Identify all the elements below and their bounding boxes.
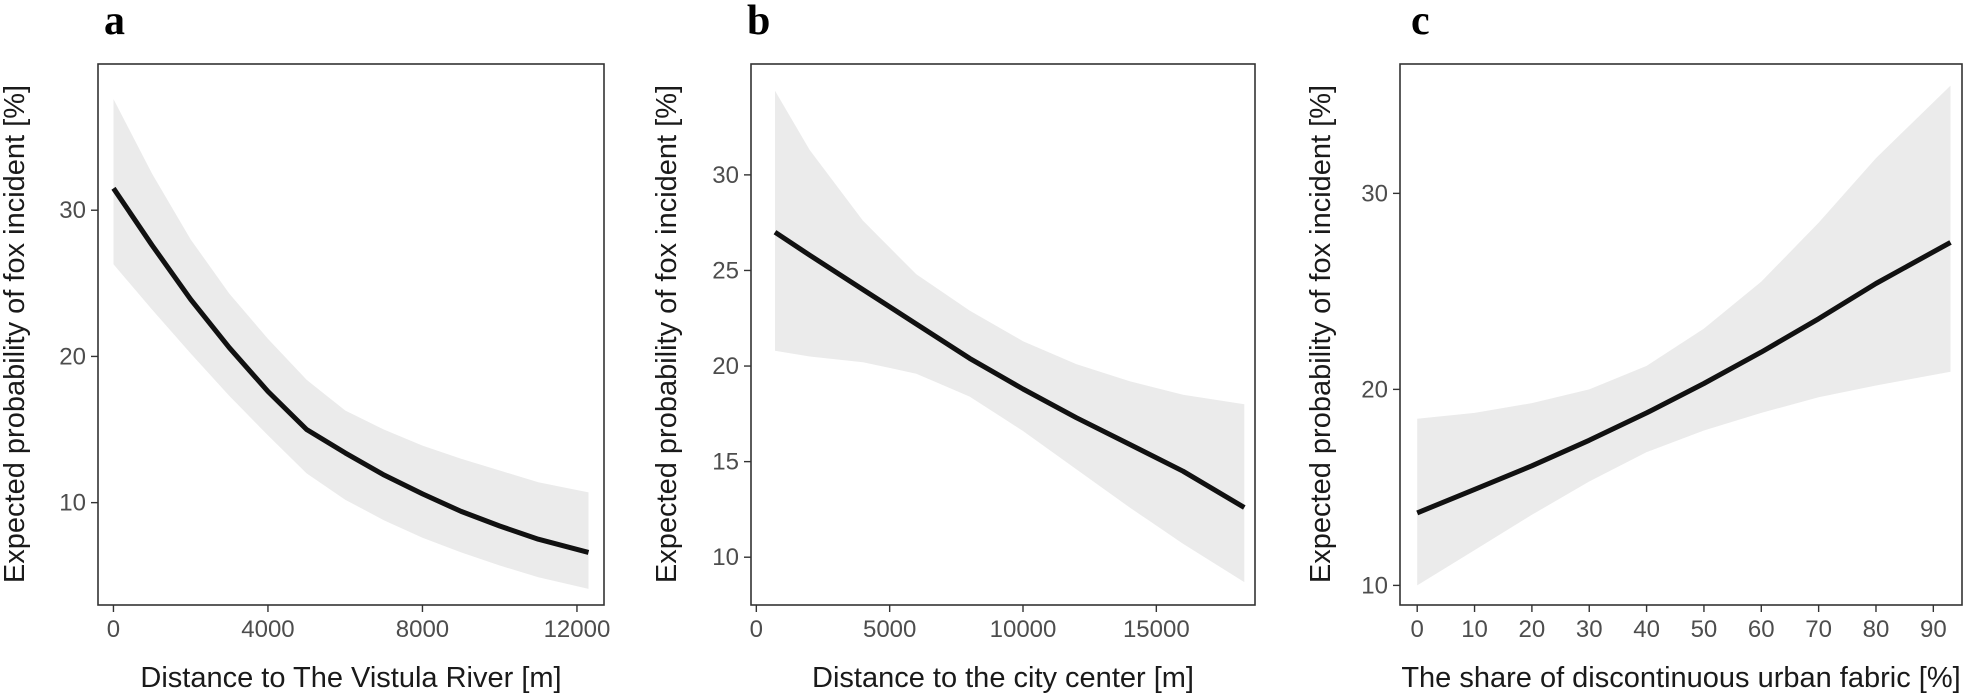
- panel-c-x-tick-label: 70: [1805, 616, 1832, 643]
- panel-b: b 0 5000 10000 15000 10 15 20 25 30 Distance to …: [651, 0, 1256, 694]
- panel-b-plot: [773, 90, 1246, 583]
- panel-b-x-axis-title: Distance to the city center [m]: [812, 662, 1194, 694]
- panel-a-plot: [111, 99, 590, 589]
- panel-a: a 0 4000 8000 12000 10 20 30 Distance to The V…: [0, 0, 610, 694]
- panel-a-x-axis-title: Distance to The Vistula River [m]: [140, 662, 561, 694]
- panel-c-confidence-band: [1417, 85, 1951, 586]
- panel-c-x-tick-label: 40: [1633, 616, 1660, 643]
- panel-c-x-tick-label: 0: [1411, 616, 1424, 643]
- panel-c-x-tick-label: 80: [1863, 616, 1890, 643]
- panel-b-frame: [750, 63, 1256, 606]
- panel-c-y-tick-label: 20: [1361, 376, 1388, 403]
- panel-c-x-tick-label: 30: [1576, 616, 1603, 643]
- panel-a-confidence-band: [113, 99, 589, 589]
- panel-a-y-tick-label: 20: [59, 343, 86, 370]
- panel-c-y-axis-title: Expected probability of fox incident [%]: [1305, 85, 1337, 583]
- panel-c: c 0 10 20 30 40 50 60 70 80 90 10 20 30 The share of…: [1305, 0, 1963, 694]
- panel-b-y-tick-label: 30: [712, 162, 739, 189]
- panel-c-x-tick-label: 10: [1461, 616, 1488, 643]
- panel-c-ticks: 0 10 20 30 40 50 60 70 80 90 10 20 30: [1361, 180, 1946, 643]
- panel-b-y-tick-label: 15: [712, 449, 739, 476]
- panel-b-confidence-band: [775, 90, 1245, 583]
- panel-c-fitted-line: [1416, 240, 1952, 516]
- panel-b-x-tick-label: 10000: [990, 616, 1057, 643]
- panel-a-fitted-line: [111, 186, 590, 555]
- panel-a-y-axis-title: Expected probability of fox incident [%]: [0, 85, 31, 583]
- panel-b-letter: b: [747, 0, 770, 44]
- panel-b-y-tick-label: 25: [712, 257, 739, 284]
- panel-a-x-tick-label: 8000: [396, 616, 449, 643]
- panel-c-y-tick-label: 10: [1361, 572, 1388, 599]
- panel-c-x-tick-label: 90: [1920, 616, 1947, 643]
- panel-b-y-tick-label: 10: [712, 544, 739, 571]
- panel-a-x-tick-label: 4000: [241, 616, 294, 643]
- panel-c-x-tick-label: 20: [1519, 616, 1546, 643]
- panel-c-y-tick-label: 30: [1361, 180, 1388, 207]
- panel-b-x-tick-label: 15000: [1123, 616, 1190, 643]
- panel-a-frame: [97, 63, 605, 606]
- panel-c-x-tick-label: 50: [1691, 616, 1718, 643]
- panel-a-y-tick-label: 30: [59, 197, 86, 224]
- panel-a-y-tick-label: 10: [59, 490, 86, 517]
- panel-b-ticks: 0 5000 10000 15000 10 15 20 25 30: [712, 162, 1189, 643]
- panel-b-fitted-line: [773, 230, 1246, 510]
- panel-b-x-tick-label: 5000: [863, 616, 916, 643]
- panel-c-x-tick-label: 60: [1748, 616, 1775, 643]
- panel-b-y-axis-title: Expected probability of fox incident [%]: [651, 85, 683, 583]
- panel-b-x-tick-label: 0: [750, 616, 763, 643]
- panel-c-x-axis-title: The share of discontinuous urban fabric …: [1401, 662, 1960, 694]
- panel-a-x-tick-label: 12000: [544, 616, 611, 643]
- panel-a-x-tick-label: 0: [107, 616, 120, 643]
- panel-a-ticks: 0 4000 8000 12000 10 20 30: [59, 197, 610, 643]
- panel-a-letter: a: [104, 0, 125, 44]
- panel-c-frame: [1399, 63, 1963, 606]
- panel-b-y-tick-label: 20: [712, 353, 739, 380]
- panel-c-plot: [1416, 85, 1952, 586]
- panel-c-letter: c: [1411, 0, 1430, 44]
